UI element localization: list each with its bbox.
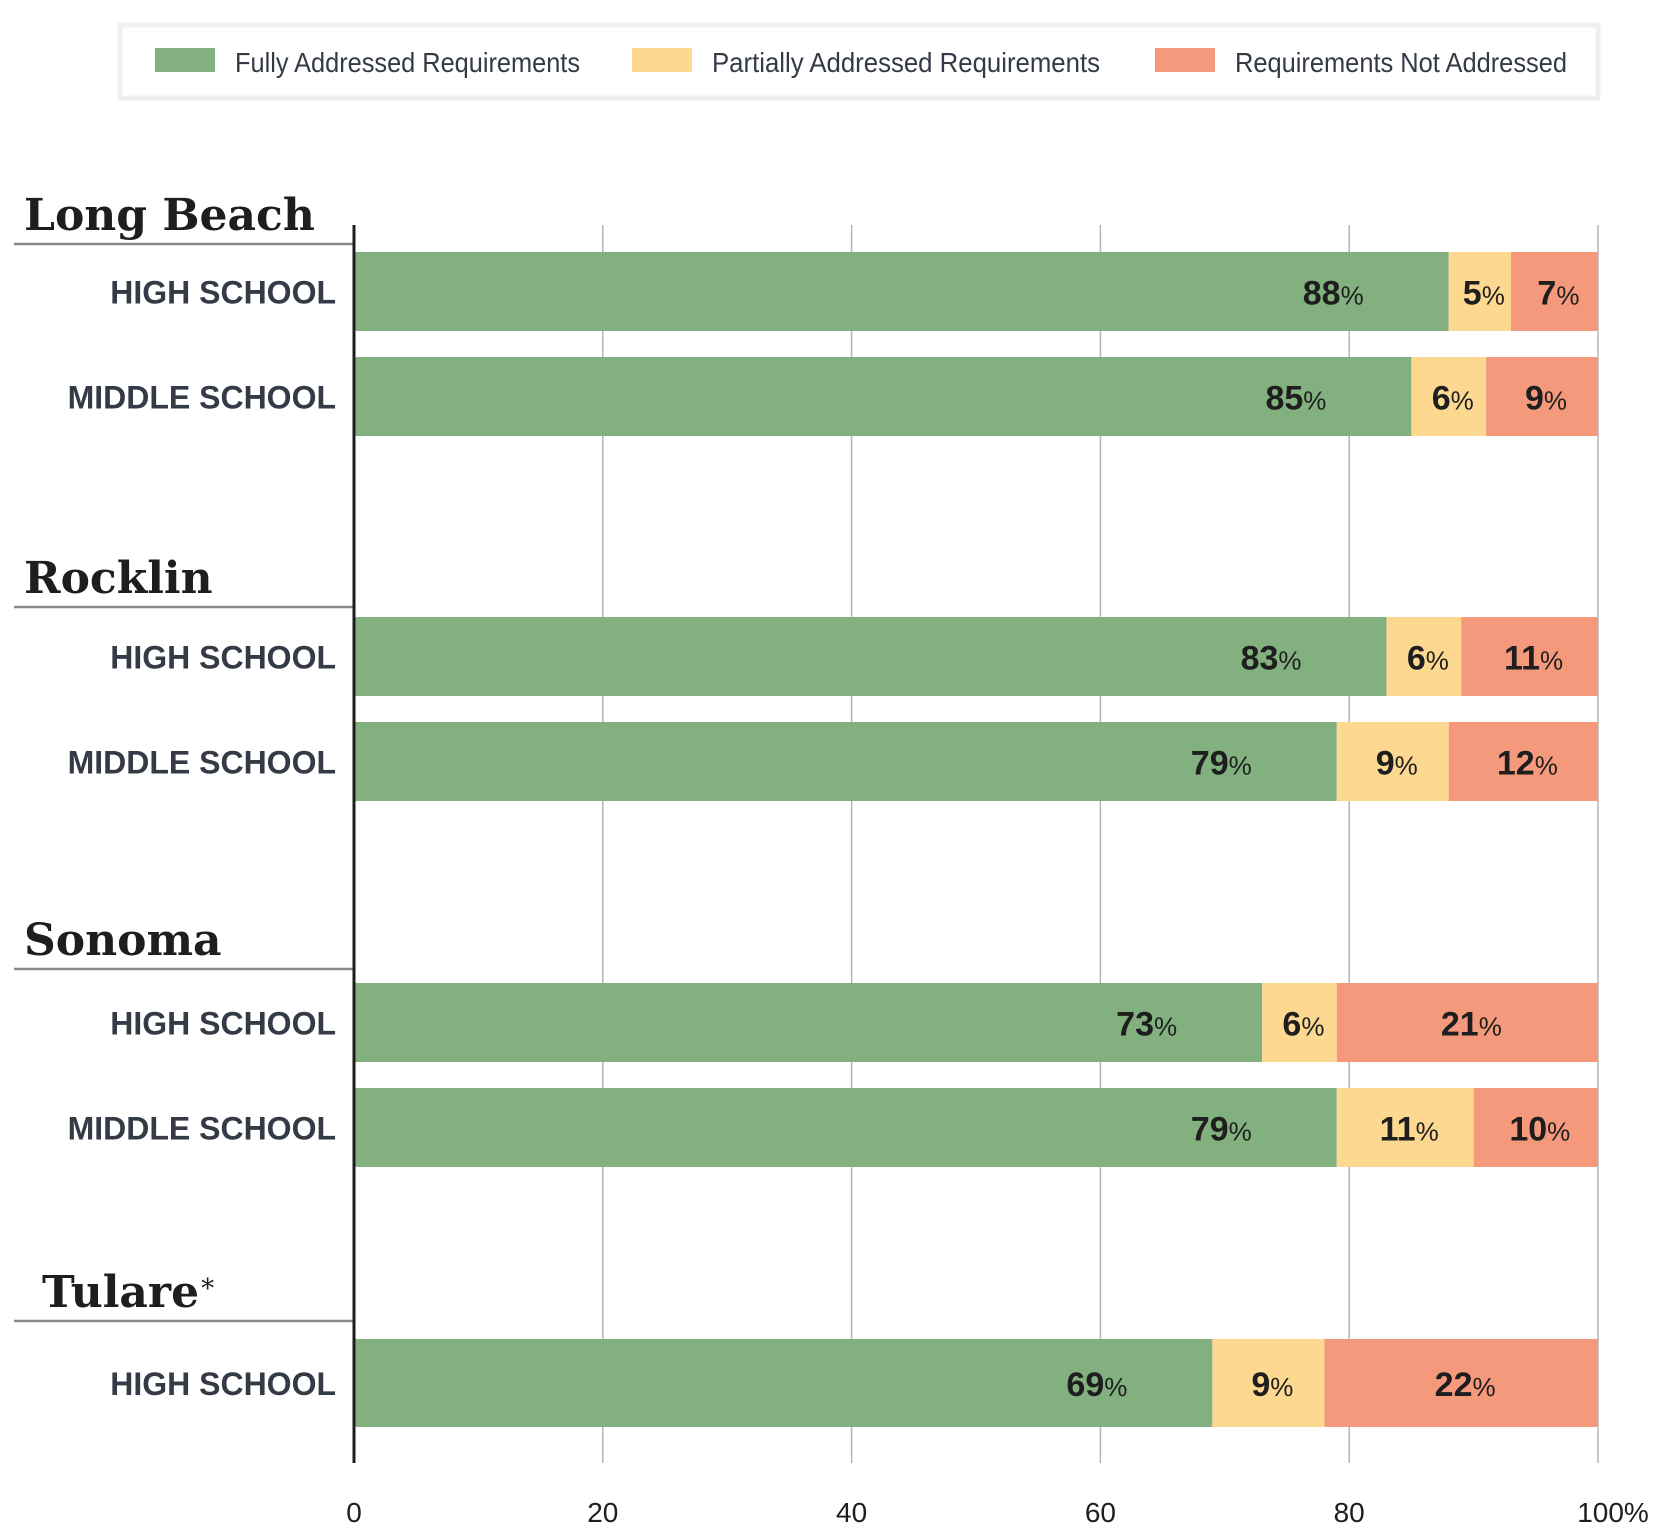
labels: Long Beach HIGH SCHOOL 88% 5% 7% MIDDLE SCHOO… — [14, 190, 1579, 1463]
data-label: 5% — [1463, 275, 1505, 313]
group-title: Long Beach — [24, 190, 315, 241]
group-title: Tulare* — [42, 1267, 214, 1318]
bar-segment — [354, 1339, 1213, 1427]
row-label: HIGH SCHOOL — [110, 640, 336, 676]
row-label: MIDDLE SCHOOL — [68, 380, 336, 416]
legend: Fully Addressed Requirements Partially Ad… — [117, 22, 1601, 101]
x-tick-label: 0 — [346, 1497, 362, 1528]
bars — [354, 252, 1598, 1427]
group-title: Rocklin — [24, 553, 213, 604]
data-label: 88% — [1303, 275, 1364, 313]
data-label: 9% — [1251, 1366, 1293, 1404]
bar-segment — [1336, 1088, 1474, 1167]
data-label: 21% — [1441, 1006, 1502, 1044]
data-label: 6% — [1282, 1006, 1324, 1044]
bar-segment — [354, 617, 1387, 696]
bar-segment — [1386, 617, 1462, 696]
bar-segment — [354, 252, 1449, 331]
bar-segment — [1262, 983, 1337, 1062]
data-label: 10% — [1509, 1111, 1570, 1149]
data-label: 6% — [1407, 640, 1449, 678]
legend-label: Partially Addressed Requirements — [712, 47, 1100, 78]
x-tick-label: 40 — [836, 1497, 867, 1528]
bar-segment — [1510, 252, 1598, 331]
bar-segment — [1324, 1339, 1598, 1427]
data-label: 79% — [1191, 1111, 1252, 1149]
legend-label: Requirements Not Addressed — [1235, 47, 1567, 78]
data-label: 6% — [1432, 380, 1474, 418]
x-tick-label: 20 — [587, 1497, 618, 1528]
bar-segment — [1448, 252, 1511, 331]
bar-segment — [1411, 357, 1487, 436]
data-label: 83% — [1241, 640, 1302, 678]
legend-box — [117, 22, 1601, 101]
bar-segment — [1336, 722, 1449, 801]
data-label: 11% — [1380, 1111, 1439, 1149]
row-label: HIGH SCHOOL — [110, 1006, 336, 1042]
x-tick-label: 80 — [1334, 1497, 1365, 1528]
group-title: Sonoma — [24, 915, 222, 966]
data-label: 12% — [1497, 745, 1558, 783]
bar-segment — [354, 722, 1337, 801]
data-label: 22% — [1435, 1366, 1496, 1404]
data-label: 85% — [1265, 380, 1326, 418]
data-label: 9% — [1376, 745, 1418, 783]
group-note: * — [201, 1274, 214, 1304]
data-label: 69% — [1066, 1366, 1127, 1404]
bar-segment — [1336, 983, 1598, 1062]
bar-segment — [354, 983, 1263, 1062]
bar-segment — [1473, 1088, 1598, 1167]
row-label: HIGH SCHOOL — [110, 1366, 336, 1402]
bar-segment — [354, 1088, 1337, 1167]
bar-segment — [1212, 1339, 1325, 1427]
legend-swatch — [632, 48, 692, 72]
legend-label: Fully Addressed Requirements — [235, 47, 580, 78]
legend-swatch — [155, 48, 215, 72]
row-label: MIDDLE SCHOOL — [68, 745, 336, 781]
legend-swatch — [1155, 48, 1215, 72]
data-label: 79% — [1191, 745, 1252, 783]
bar-segment — [354, 357, 1412, 436]
data-label: 9% — [1525, 380, 1567, 418]
bar-segment — [1486, 357, 1598, 436]
x-tick-label: 60 — [1085, 1497, 1116, 1528]
data-label: 11% — [1504, 640, 1563, 678]
data-label: 7% — [1537, 275, 1579, 313]
data-label: 73% — [1116, 1006, 1177, 1044]
bar-segment — [1461, 617, 1598, 696]
bar-segment — [1448, 722, 1598, 801]
x-tick-label: 100% — [1577, 1497, 1649, 1528]
row-label: HIGH SCHOOL — [110, 275, 336, 311]
row-label: MIDDLE SCHOOL — [68, 1111, 336, 1147]
